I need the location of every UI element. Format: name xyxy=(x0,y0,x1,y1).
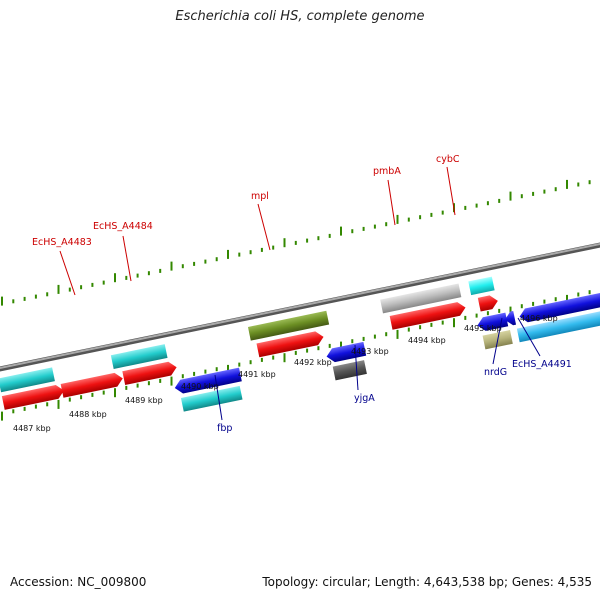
forward-strand-genes xyxy=(0,276,498,410)
gene-label-nrdg: nrdG xyxy=(484,367,507,378)
kbp-label: 4488 kbp xyxy=(69,410,107,419)
gene-feature xyxy=(389,302,466,330)
tick-tracks xyxy=(1,179,591,421)
label-leaders-reverse xyxy=(214,317,541,421)
gene-feature xyxy=(468,276,495,296)
gene-feature xyxy=(122,361,177,385)
gene-label-yjga: yjgA xyxy=(354,393,375,404)
kbp-label: 4489 kbp xyxy=(125,396,163,405)
kbp-label: 4495 kbp xyxy=(464,324,502,333)
label-leaders xyxy=(59,166,456,296)
gene-feature xyxy=(516,305,600,343)
kbp-label: 4493 kbp xyxy=(351,347,389,356)
kbp-label: 4494 kbp xyxy=(408,336,446,345)
kbp-label: 4490 kbp xyxy=(181,382,219,391)
backbone xyxy=(0,242,600,372)
gene-feature xyxy=(380,283,462,314)
gene-label-fbp: fbp xyxy=(217,423,232,434)
gene-label-cybc: cybC xyxy=(436,154,460,165)
gene-feature xyxy=(1,385,65,410)
kbp-label: 4496 kbp xyxy=(520,314,558,323)
gene-feature xyxy=(247,310,330,341)
gene-feature xyxy=(174,367,242,394)
gene-label-mpl: mpl xyxy=(251,191,269,202)
gene-feature xyxy=(180,385,243,412)
map-title: Escherichia coli HS, complete genome xyxy=(175,9,425,24)
topology-text: Topology: circular; Length: 4,643,538 bp… xyxy=(262,575,592,589)
kbp-label: 4492 kbp xyxy=(294,358,332,367)
gene-feature xyxy=(0,367,55,393)
gene-feature xyxy=(332,360,367,381)
gene-feature xyxy=(504,310,517,326)
gene-feature xyxy=(519,288,600,323)
gene-feature xyxy=(256,331,324,358)
gene-feature xyxy=(110,344,168,369)
gene-label-echs-a4483: EcHS_A4483 xyxy=(32,237,92,248)
gene-label-echs-a4484: EcHS_A4484 xyxy=(93,221,153,232)
accession-text: Accession: NC_009800 xyxy=(10,575,147,589)
gene-feature xyxy=(477,295,498,312)
kbp-label: 4487 kbp xyxy=(13,424,51,433)
gene-label-pmba: pmbA xyxy=(373,166,401,177)
kbp-label: 4491 kbp xyxy=(238,370,276,379)
gene-label-echs-a4491: EcHS_A4491 xyxy=(512,359,572,370)
gene-feature xyxy=(60,372,123,398)
